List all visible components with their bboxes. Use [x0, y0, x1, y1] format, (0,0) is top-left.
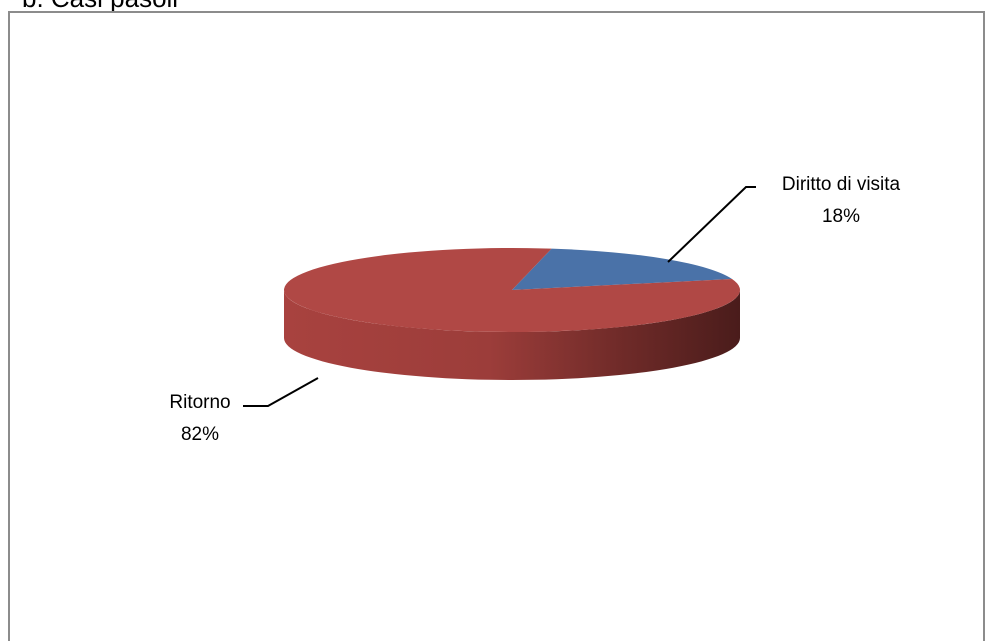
slice-label-name: Ritorno [169, 392, 230, 413]
leader-line [667, 186, 756, 263]
pie-chart: Diritto di visita 18% Ritorno 82% [169, 174, 901, 445]
slice-ritorno [283, 248, 740, 332]
slice-label-percent: 82% [181, 424, 219, 445]
slice-label-percent: 18% [822, 206, 860, 227]
slice-label-name: Diritto di visita [782, 174, 901, 195]
pie-side-wall [284, 290, 740, 380]
leader-line [243, 377, 319, 407]
slice-diritto-di-visita [512, 248, 733, 290]
section-heading: b. Casi pasoli [22, 0, 178, 14]
